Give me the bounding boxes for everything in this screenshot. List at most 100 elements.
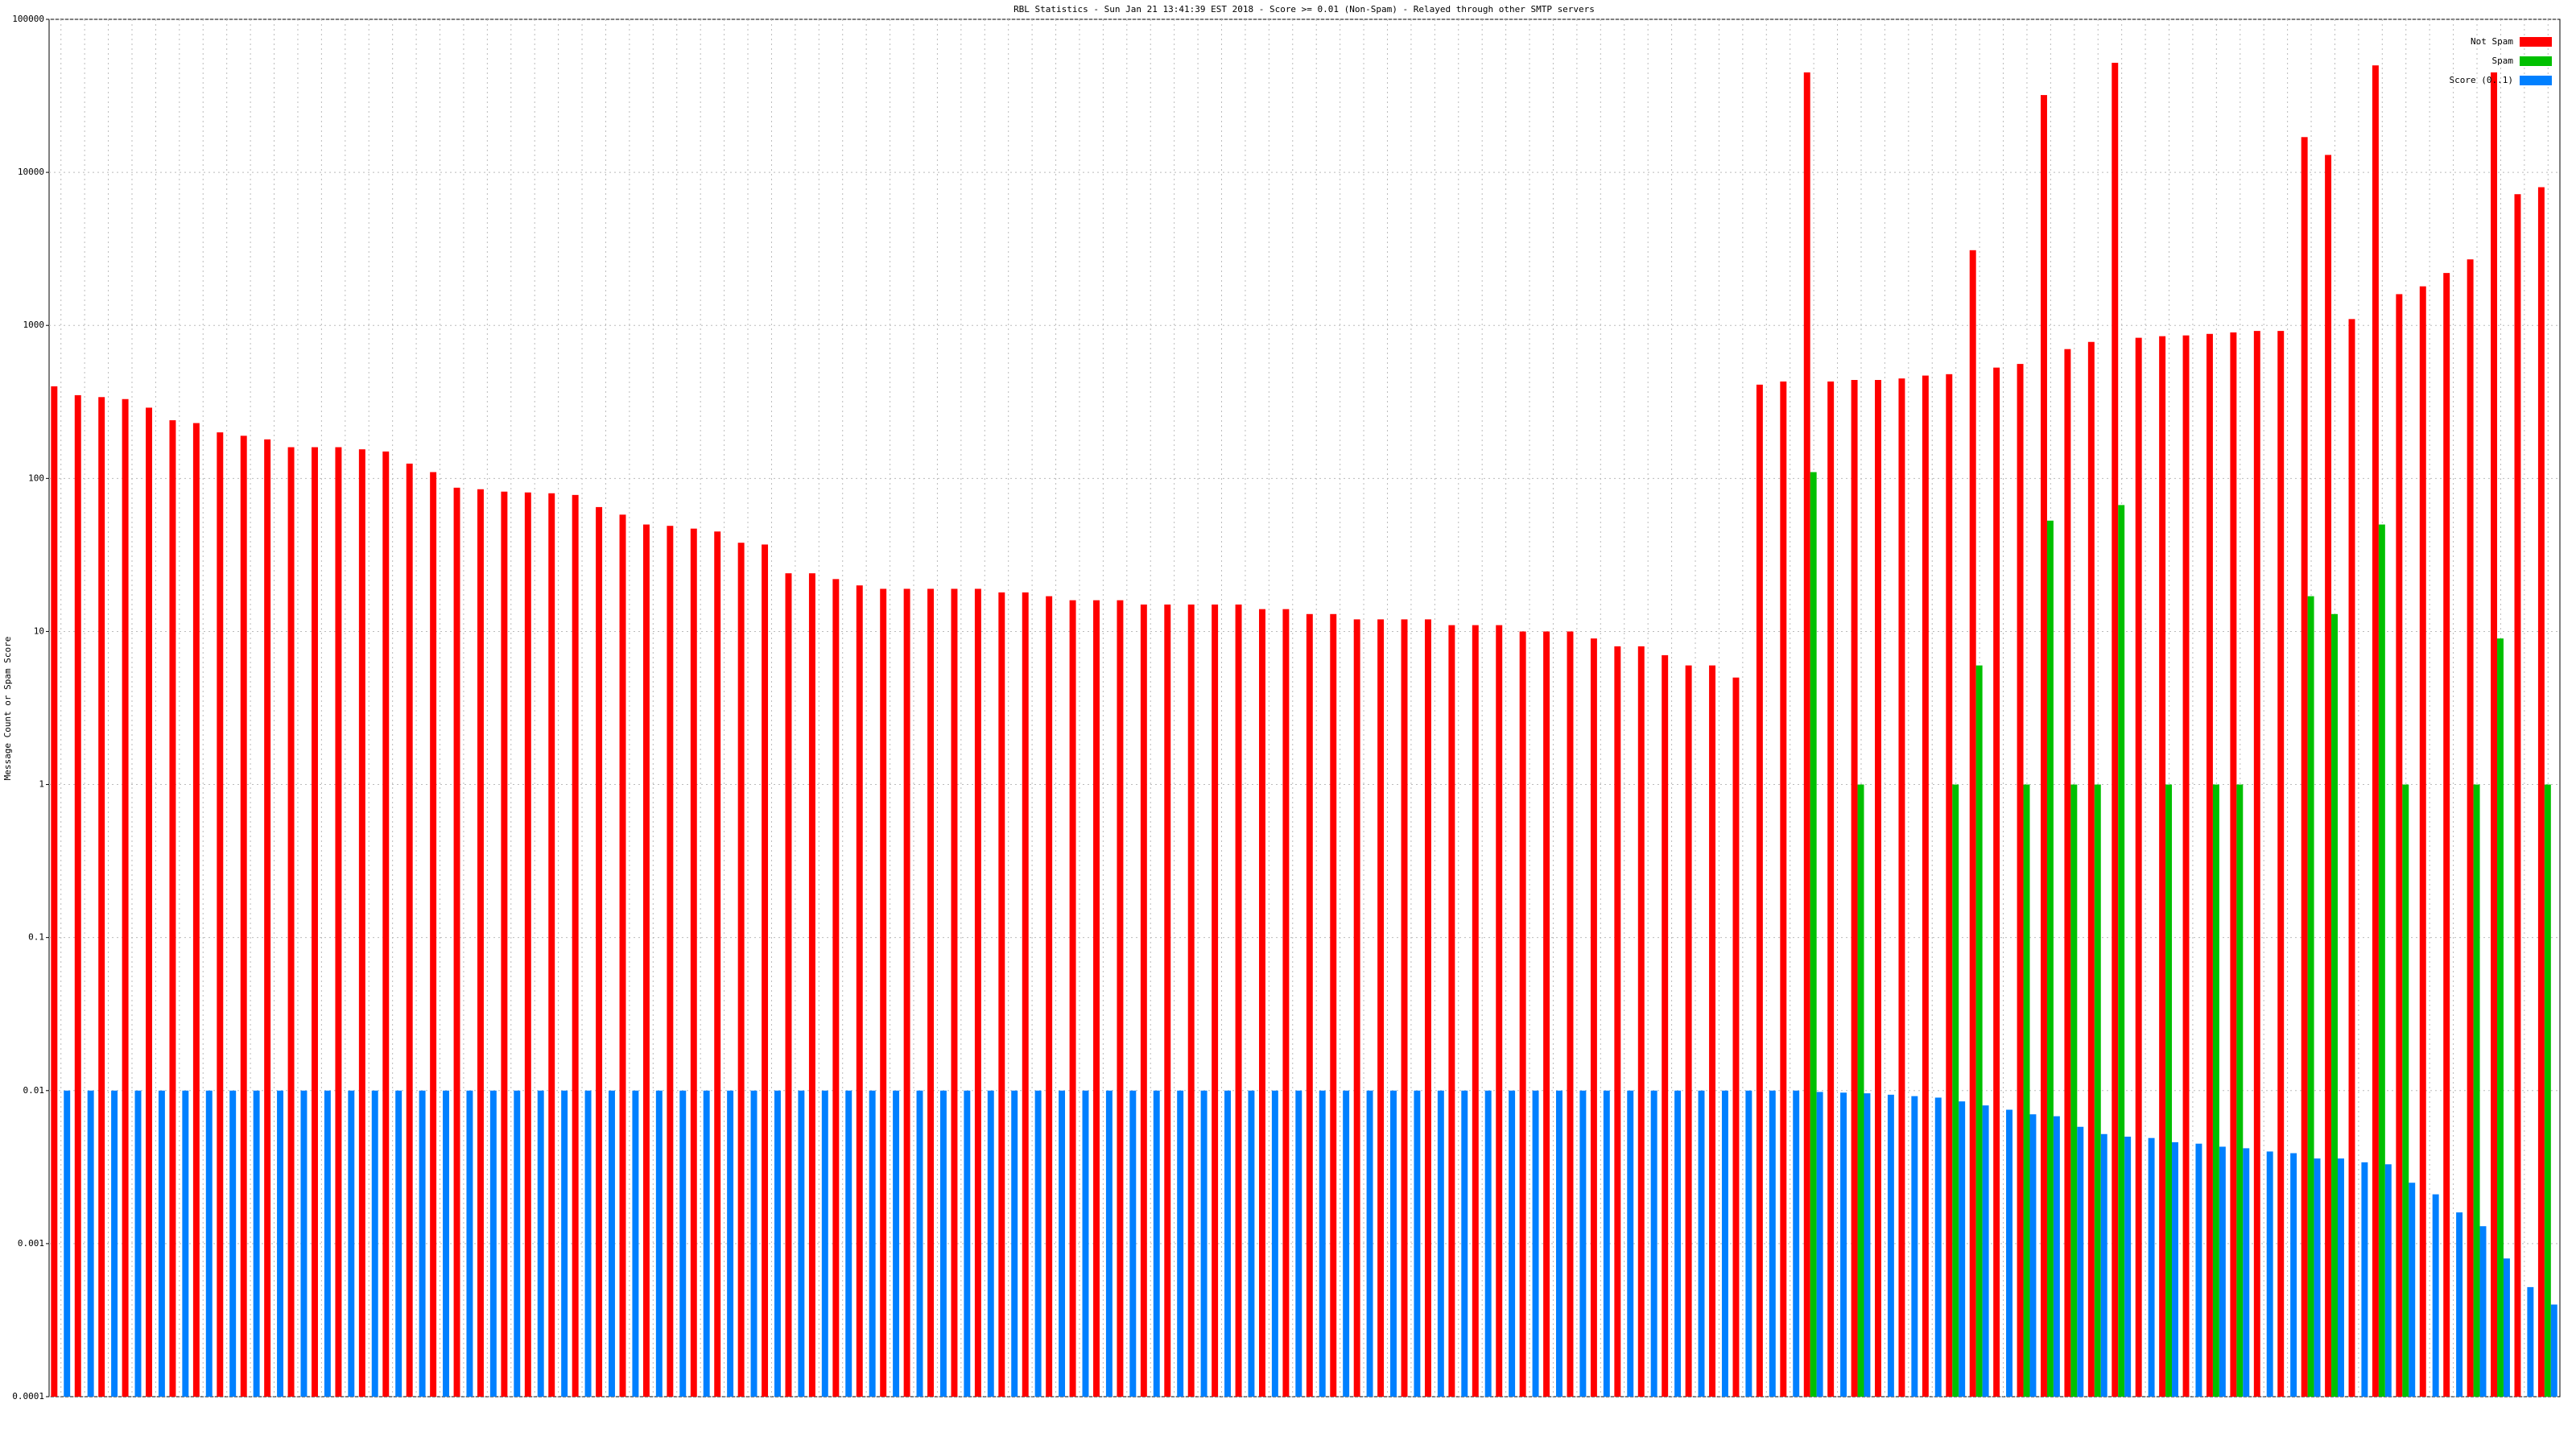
bar <box>2409 1183 2416 1397</box>
bar <box>74 394 81 1397</box>
bar <box>1567 631 1574 1397</box>
bar <box>371 1090 378 1397</box>
bar <box>2456 1212 2463 1397</box>
bar <box>2419 286 2426 1397</box>
bar <box>1343 1090 1350 1397</box>
bar <box>2537 187 2545 1397</box>
bar <box>2046 520 2054 1397</box>
bar <box>727 1090 734 1397</box>
bar <box>548 493 555 1397</box>
bar <box>1603 1090 1610 1397</box>
bar <box>1271 1090 1278 1397</box>
bar <box>869 1090 876 1397</box>
legend-label: Spam <box>2492 56 2514 66</box>
bar <box>2307 596 2314 1397</box>
bar <box>1532 1090 1539 1397</box>
bar <box>1377 619 1385 1397</box>
bar <box>98 397 105 1397</box>
bar <box>1509 1090 1516 1397</box>
bar <box>2206 333 2213 1397</box>
bar <box>1864 1093 1871 1397</box>
bar <box>524 492 531 1397</box>
bar <box>2135 337 2142 1397</box>
bar <box>1555 1090 1563 1397</box>
bar <box>2550 1304 2557 1397</box>
bar <box>1793 1090 1800 1397</box>
bar <box>1164 604 1171 1397</box>
bar <box>2212 784 2219 1397</box>
bar <box>2527 1286 2534 1397</box>
bar <box>2243 1148 2250 1397</box>
bar <box>2384 1164 2392 1397</box>
bar <box>146 407 152 1397</box>
bar <box>619 514 626 1397</box>
bar <box>916 1090 923 1397</box>
bar <box>655 1090 663 1397</box>
bar <box>1780 381 1787 1397</box>
bar <box>477 489 484 1397</box>
bar <box>264 439 271 1397</box>
bar <box>1177 1090 1184 1397</box>
bar <box>348 1090 355 1397</box>
bar <box>1105 1090 1113 1397</box>
bar <box>572 494 579 1397</box>
bar <box>927 588 935 1397</box>
bar <box>205 1090 213 1397</box>
y-tick-label: 100 <box>28 473 44 483</box>
bar <box>1810 472 1817 1397</box>
bar <box>324 1090 331 1397</box>
bar <box>2118 505 2125 1397</box>
bar <box>845 1090 852 1397</box>
bar <box>1117 600 1124 1397</box>
bar <box>1898 378 1905 1397</box>
bar <box>2396 294 2403 1397</box>
bar <box>2087 341 2095 1397</box>
bar <box>2432 1194 2439 1397</box>
bar <box>1366 1090 1373 1397</box>
y-tick-label: 0.001 <box>18 1238 44 1249</box>
bar <box>2277 331 2285 1397</box>
legend-swatch <box>2520 76 2552 85</box>
bar <box>2378 524 2385 1397</box>
bar <box>1803 72 1810 1397</box>
bar <box>1200 1090 1208 1397</box>
bar <box>2006 1109 2013 1397</box>
bar <box>2361 1162 2368 1397</box>
bar <box>1851 380 1858 1397</box>
bar <box>2443 273 2450 1397</box>
bar <box>2124 1137 2132 1397</box>
bar <box>1330 613 1337 1397</box>
bar <box>1011 1090 1018 1397</box>
bar <box>714 531 721 1397</box>
bar <box>2094 784 2101 1397</box>
bar <box>1769 1090 1776 1397</box>
bar <box>1911 1096 1918 1397</box>
bar <box>2544 784 2551 1397</box>
bar <box>1140 604 1147 1397</box>
bar <box>287 447 295 1397</box>
bar <box>406 463 413 1397</box>
bar <box>880 588 887 1397</box>
bar <box>974 588 981 1397</box>
bar <box>1816 1092 1823 1397</box>
bar <box>1295 1090 1302 1397</box>
bar <box>893 1090 900 1397</box>
bar <box>808 573 815 1397</box>
bar <box>2473 784 2480 1397</box>
legend-swatch <box>2520 37 2552 47</box>
bar <box>192 423 200 1397</box>
bar <box>312 447 318 1397</box>
bar <box>1519 631 1526 1397</box>
bar <box>1414 1090 1421 1397</box>
bar <box>1034 1090 1042 1397</box>
bar <box>514 1090 521 1397</box>
bar <box>2064 349 2071 1397</box>
bar <box>1259 609 1265 1397</box>
bar <box>443 1090 449 1397</box>
bar <box>1993 367 2000 1397</box>
bar <box>419 1090 426 1397</box>
bar <box>2029 1114 2037 1397</box>
bar <box>1401 619 1408 1397</box>
bar <box>2053 1116 2060 1397</box>
